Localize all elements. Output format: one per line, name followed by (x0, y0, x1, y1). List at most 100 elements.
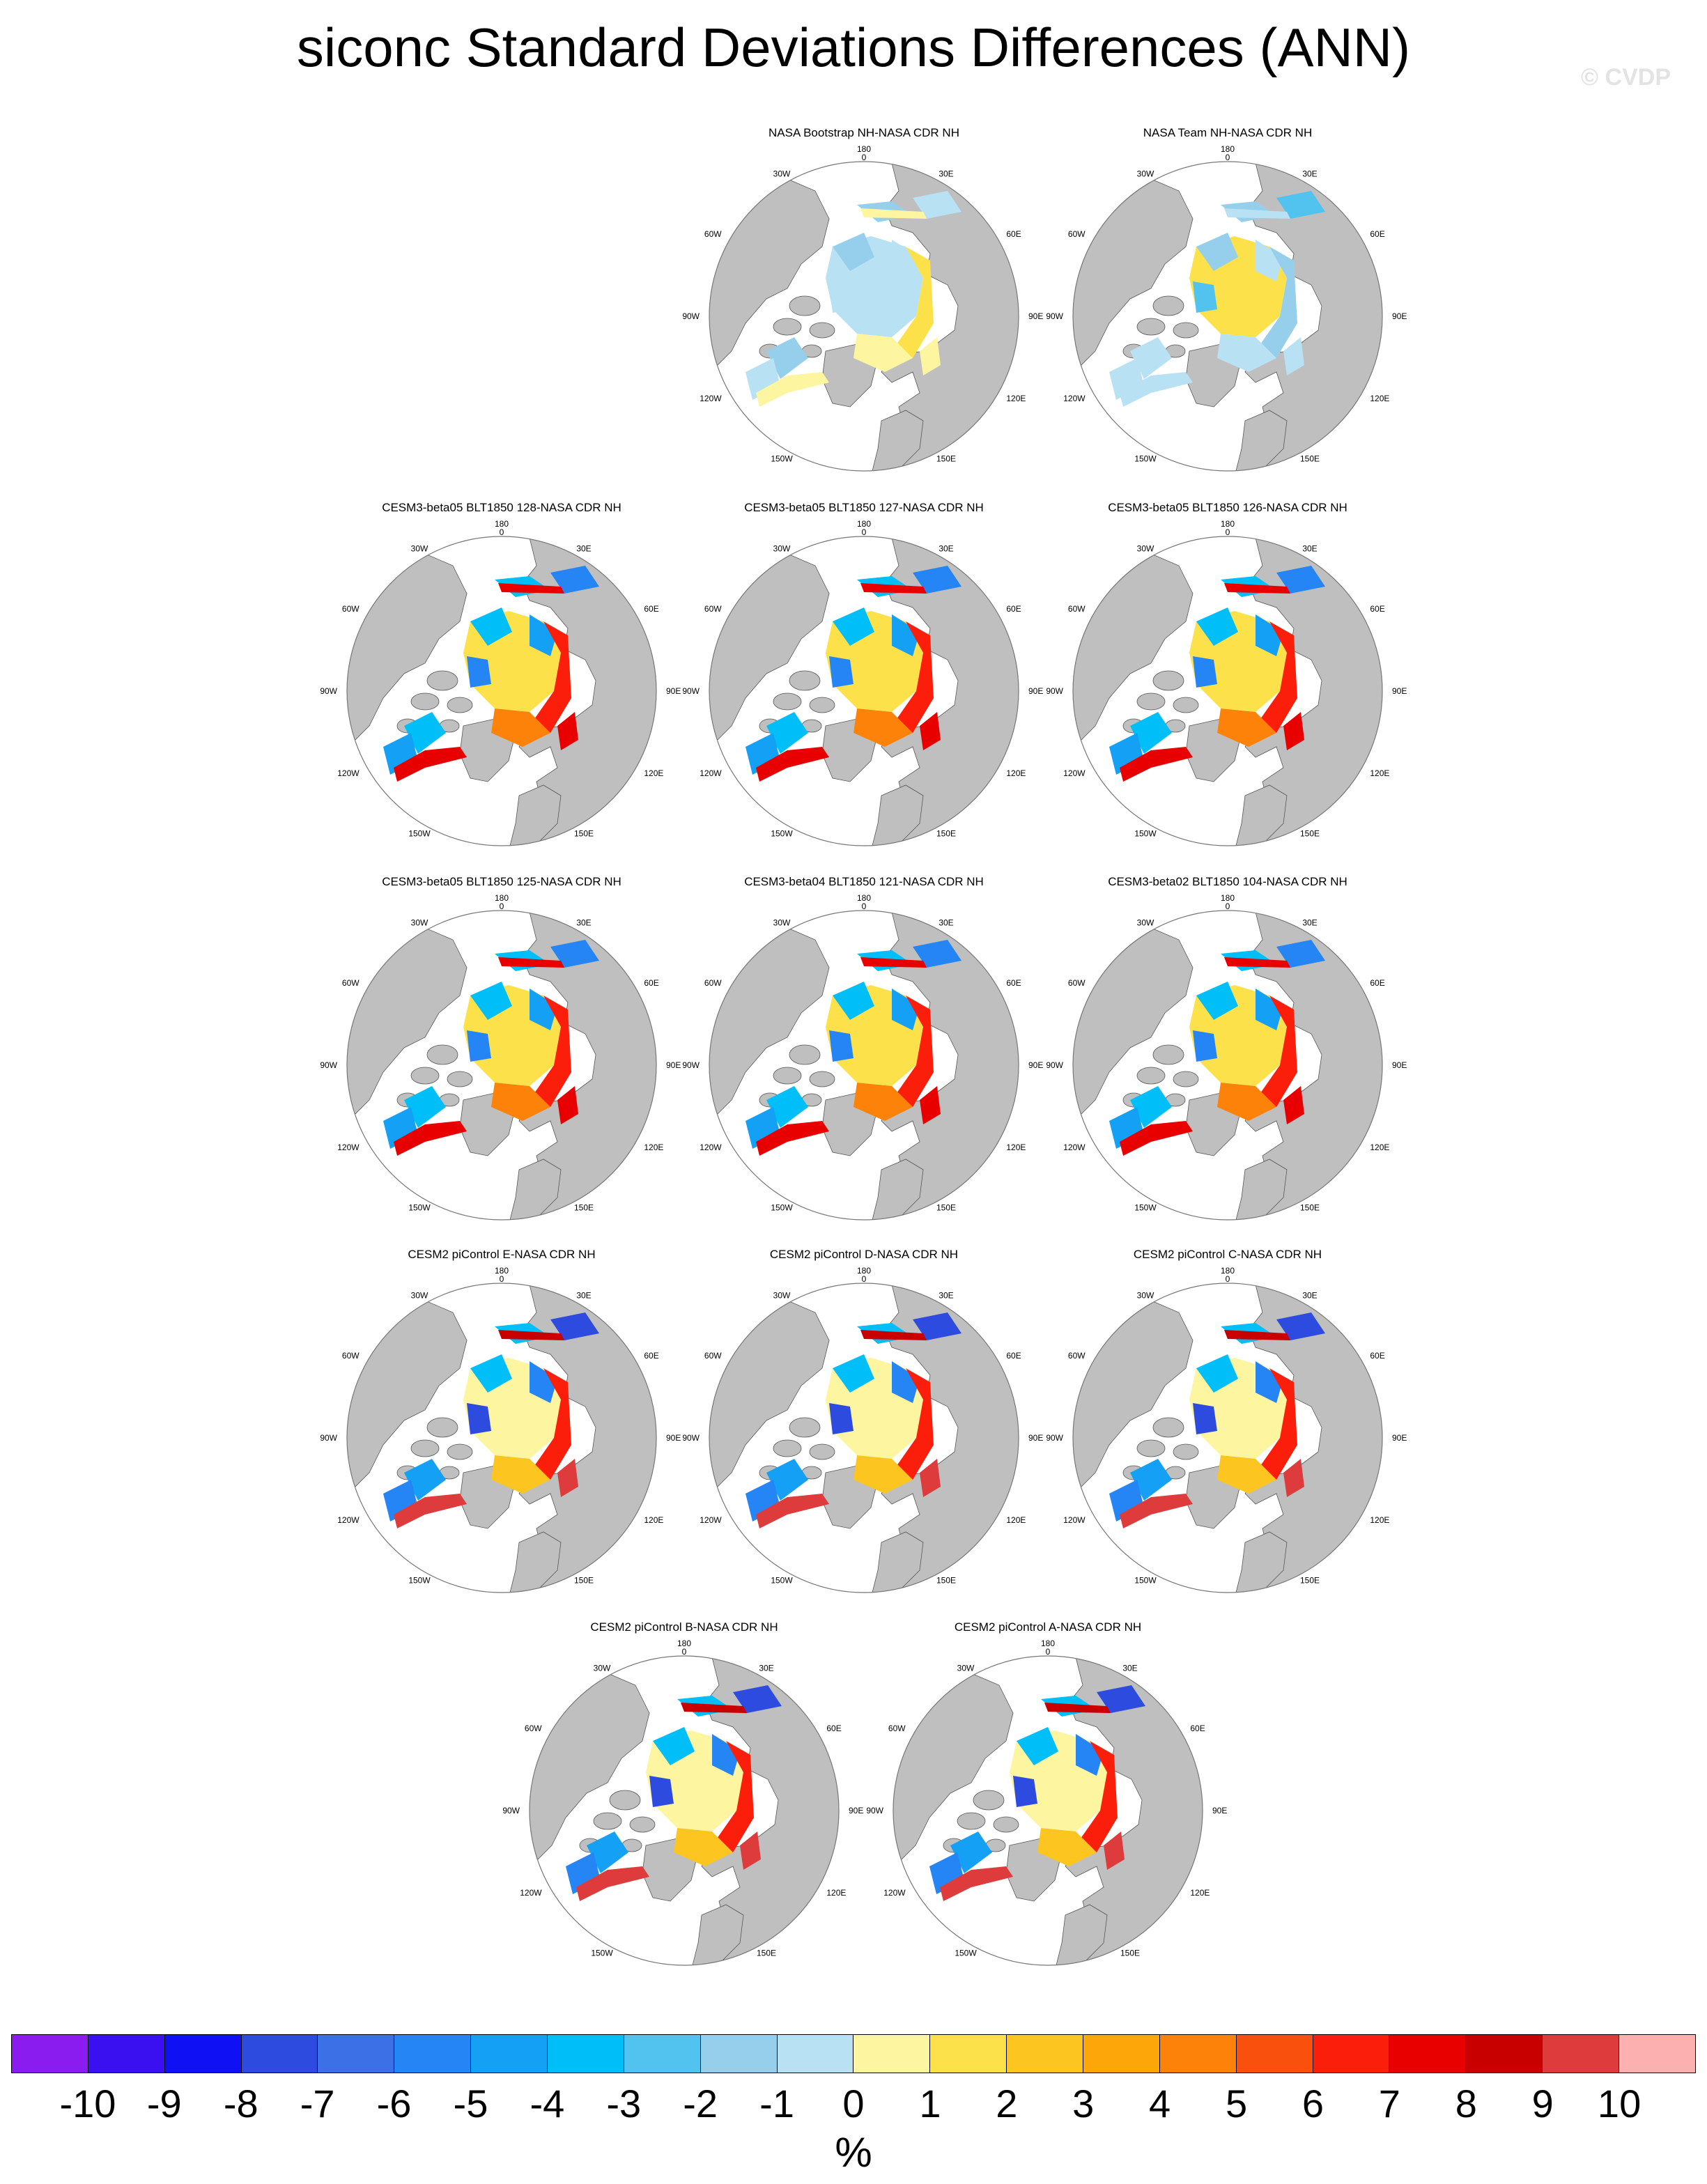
archipelago-island (773, 1439, 802, 1457)
lon-label: 90W (683, 1060, 700, 1070)
lon-label: 150E (936, 454, 956, 463)
lon-label: 0 (862, 901, 867, 911)
ice-edge-band (1076, 1741, 1118, 1852)
europe-land (1234, 784, 1288, 846)
ice-edge-band (1224, 957, 1290, 968)
ice-edge-band (920, 337, 941, 375)
lon-label: 30E (576, 1291, 591, 1301)
map-boundary (1072, 161, 1383, 472)
archipelago-island (1152, 1417, 1184, 1438)
ice-edge-band (498, 1330, 564, 1340)
lon-label: 0 (1226, 901, 1230, 911)
lon-label: 150E (1300, 454, 1320, 463)
lon-label: 60E (644, 604, 658, 614)
lon-label: 60W (704, 229, 722, 239)
lon-label: 150E (574, 828, 594, 838)
ice-edge-band (920, 1086, 941, 1124)
lon-label: 0 (1046, 1647, 1051, 1657)
polar-stereo-map: 180 150W 150E 120W 120E 90W 90E 60W 60E 30W 30E 0 (320, 519, 681, 846)
archipelago-island (593, 1812, 622, 1830)
ice-edge-band (1120, 372, 1193, 407)
sea-ice-region (1276, 1312, 1325, 1340)
ice-edge-band (892, 996, 934, 1107)
sea-ice-region (1196, 1354, 1238, 1393)
lon-label: 60E (826, 1724, 841, 1733)
lon-label: 30E (759, 1664, 773, 1673)
sea-ice-region (404, 712, 446, 754)
lon-label: 150E (1300, 1202, 1320, 1212)
lon-label: 60W (1068, 1351, 1086, 1361)
ice-edge-band (1224, 1330, 1290, 1340)
sea-ice-region (913, 191, 961, 219)
lon-label: 120E (1370, 768, 1389, 778)
lon-label: 30W (1137, 169, 1154, 179)
lon-label: 60E (1006, 229, 1021, 239)
archipelago-island (629, 1816, 656, 1833)
colorbar-box (164, 2035, 242, 2073)
sea-ice-region (766, 1459, 808, 1501)
lon-label: 90E (1028, 311, 1043, 321)
map-panel: CESM3-beta02 BLT1850 104-NASA CDR NH 180 1… (1046, 874, 1409, 1237)
lon-label: 90E (1392, 1433, 1407, 1443)
lon-label: 30W (957, 1664, 975, 1673)
sea-ice-region (530, 989, 557, 1030)
ice-edge-band (854, 708, 913, 747)
archipelago-island (1173, 1071, 1199, 1087)
colorbar-box (930, 2035, 1007, 2073)
sea-ice-region (712, 1734, 740, 1776)
archipelago-island (1152, 670, 1184, 691)
archipelago-island (1152, 1044, 1184, 1065)
sea-ice-region (550, 1312, 599, 1340)
colorbar-box (394, 2035, 472, 2073)
lon-label: 30W (1137, 918, 1154, 928)
ice-edge-band (491, 1083, 550, 1121)
sea-ice-region (833, 1354, 874, 1393)
lon-label: 90E (1392, 1060, 1407, 1070)
colorbar-tick-label: 3 (1072, 2082, 1095, 2125)
colorbar-tick-label: 4 (1149, 2082, 1171, 2125)
lon-label: 30E (939, 918, 953, 928)
lon-label: 30E (576, 544, 591, 554)
lon-label: 90W (1046, 1433, 1064, 1443)
europe-land (1054, 1904, 1108, 1965)
lon-label: 30W (1137, 544, 1154, 554)
lon-label: 0 (862, 1274, 867, 1284)
ice-edge-band (576, 1866, 649, 1901)
sea-ice-region (1013, 1776, 1037, 1807)
lon-label: 150W (955, 1948, 977, 1958)
map-panel: CESM3-beta05 BLT1850 126-NASA CDR NH 180 1… (1046, 500, 1409, 862)
panel-title: CESM3-beta05 BLT1850 128-NASA CDR NH (382, 501, 621, 514)
map-panel: NASA Bootstrap NH-NASA CDR NH 180 150W 150E… (683, 125, 1045, 488)
lon-label: 150W (771, 828, 793, 838)
lon-label: 120W (883, 1888, 906, 1898)
archipelago-island (447, 697, 473, 713)
archipelago-island (426, 1044, 458, 1065)
colorbar-box (88, 2035, 165, 2073)
colorbar-tick-label: -3 (606, 2082, 642, 2125)
lon-label: 60W (525, 1724, 542, 1733)
map-panel: CESM3-beta05 BLT1850 127-NASA CDR NH 180 1… (683, 500, 1045, 862)
sea-ice-region (1017, 1727, 1058, 1765)
lon-label: 30W (773, 1291, 791, 1301)
ice-edge-band (740, 1831, 761, 1870)
colorbar-box (1159, 2035, 1237, 2073)
europe-land (508, 784, 562, 846)
polar-stereo-map: 180 150W 150E 120W 120E 90W 90E 60W 60E 30W 30E 0 (1046, 893, 1407, 1221)
sea-ice-region (470, 607, 512, 646)
ice-edge-band (1256, 247, 1297, 358)
lon-label: 90E (849, 1806, 863, 1815)
ice-edge-band (1256, 1368, 1297, 1480)
ice-edge-band (860, 208, 927, 219)
colorbar-box (1619, 2035, 1695, 2073)
map-boundary (893, 1655, 1203, 1966)
lon-label: 120E (1370, 394, 1389, 403)
colorbar-tick-label: 10 (1597, 2082, 1642, 2125)
map-boundary (1072, 910, 1383, 1221)
ice-edge-band (1120, 1121, 1193, 1156)
ice-edge-band (1283, 337, 1304, 375)
ice-edge-band (1217, 708, 1276, 747)
archipelago-island (410, 692, 440, 711)
archipelago-island (957, 1812, 986, 1830)
lon-label: 0 (500, 901, 504, 911)
sea-ice-region (1196, 233, 1238, 271)
